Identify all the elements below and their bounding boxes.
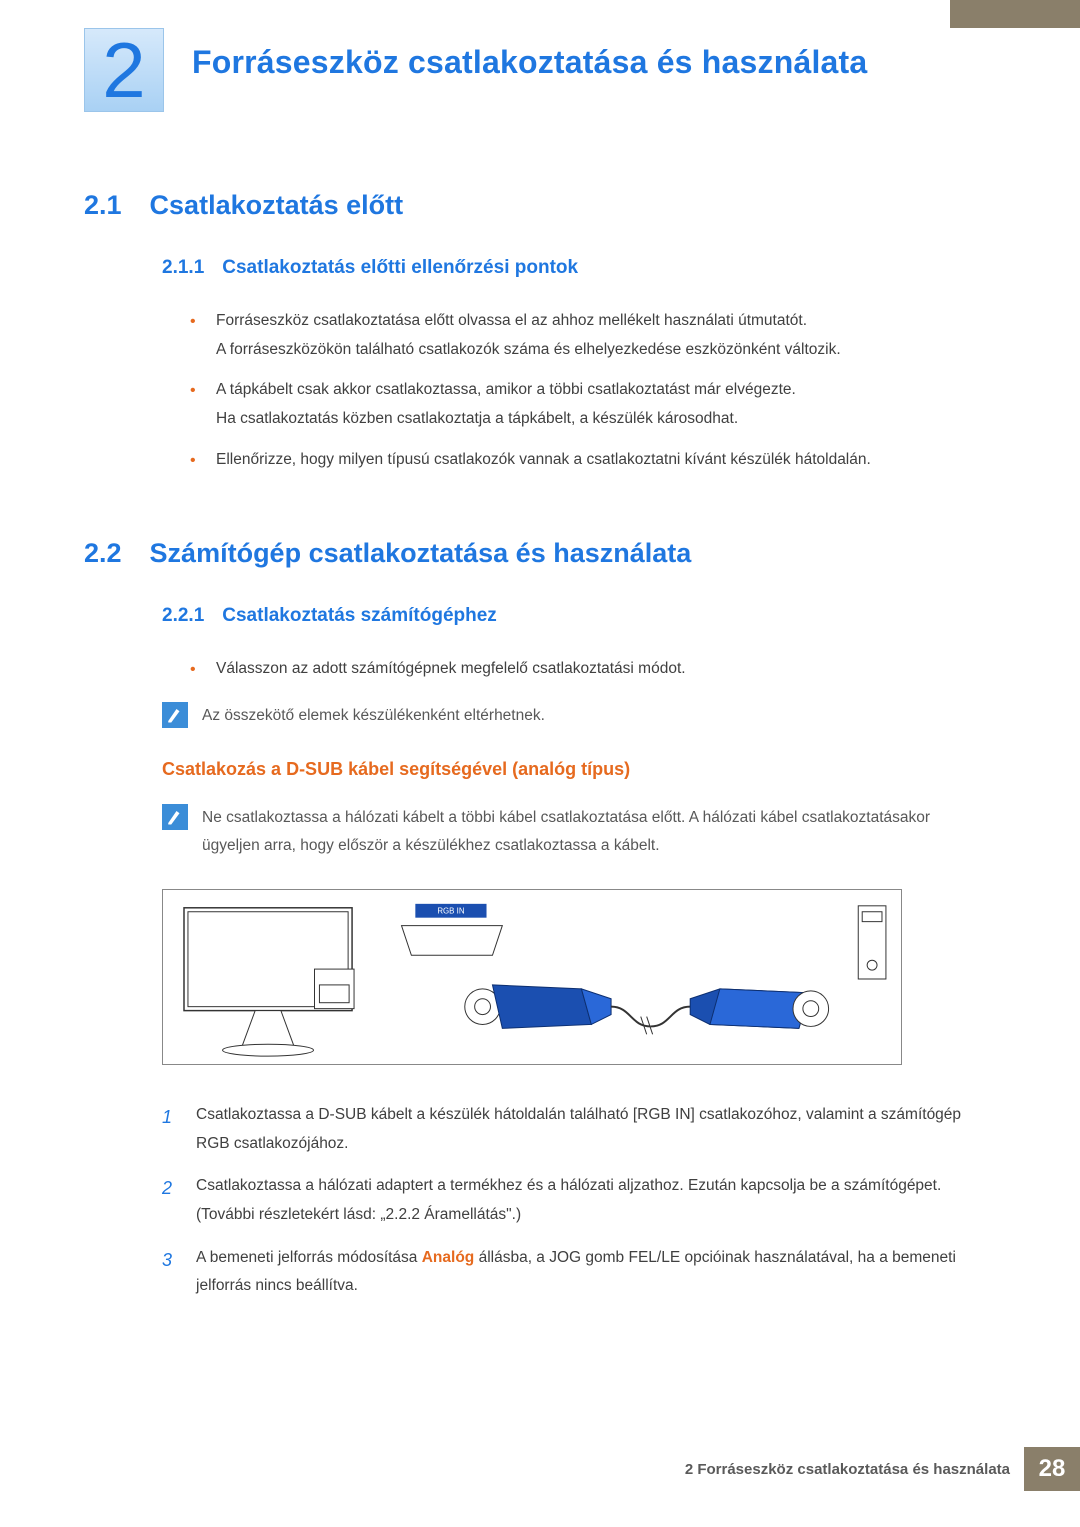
subsection-title: Csatlakoztatás számítógéphez bbox=[222, 605, 497, 627]
section-title: Számítógép csatlakoztatása és használata bbox=[150, 538, 692, 569]
bullet-text: A tápkábelt csak akkor csatlakoztassa, a… bbox=[216, 381, 796, 427]
section-number: 2.1 bbox=[84, 190, 122, 221]
rgb-in-label: RGB IN bbox=[437, 907, 464, 916]
step-number: 1 bbox=[162, 1101, 172, 1134]
section-title: Csatlakoztatás előtt bbox=[150, 190, 404, 221]
page-number: 28 bbox=[1024, 1447, 1080, 1491]
h4-dsub: Csatlakozás a D-SUB kábel segítségével (… bbox=[162, 759, 984, 780]
bullet-item: Válasszon az adott számítógépnek megfele… bbox=[190, 655, 984, 684]
note-icon bbox=[162, 804, 188, 830]
chapter-tab: 2 bbox=[84, 28, 164, 112]
step-text-a: A bemeneti jelforrás módosítása bbox=[196, 1249, 422, 1266]
note-icon bbox=[162, 702, 188, 728]
note-box-1: Az összekötő elemek készülékenként eltér… bbox=[162, 702, 984, 731]
step-text: Csatlakoztassa a hálózati adaptert a ter… bbox=[196, 1177, 941, 1223]
note-text: Ne csatlakoztassa a hálózati kábelt a tö… bbox=[202, 804, 984, 861]
page-footer: 2 Forráseszköz csatlakoztatása és haszná… bbox=[685, 1447, 1080, 1491]
subsection-heading-2-1-1: 2.1.1 Csatlakoztatás előtti ellenőrzési … bbox=[162, 257, 984, 279]
step-number: 2 bbox=[162, 1172, 172, 1205]
subsection-title: Csatlakoztatás előtti ellenőrzési pontok bbox=[222, 257, 578, 279]
step-text: Csatlakoztassa a D-SUB kábelt a készülék… bbox=[196, 1106, 961, 1152]
bullet-text: Ellenőrizze, hogy milyen típusú csatlako… bbox=[216, 451, 871, 468]
page-content: 2.1 Csatlakoztatás előtt 2.1.1 Csatlakoz… bbox=[84, 190, 984, 1315]
bullet-item: Forráseszköz csatlakoztatása előtt olvas… bbox=[190, 307, 984, 364]
step-item-2: 2 Csatlakoztassa a hálózati adaptert a t… bbox=[162, 1172, 984, 1229]
step-item-1: 1 Csatlakoztassa a D-SUB kábelt a készül… bbox=[162, 1101, 984, 1158]
footer-text: 2 Forráseszköz csatlakoztatása és haszná… bbox=[685, 1461, 1024, 1478]
bullet-list-2-2-1: Válasszon az adott számítógépnek megfele… bbox=[190, 655, 984, 684]
subsection-number: 2.2.1 bbox=[162, 605, 204, 627]
bullet-item: Ellenőrizze, hogy milyen típusú csatlako… bbox=[190, 446, 984, 475]
bullet-item: A tápkábelt csak akkor csatlakoztassa, a… bbox=[190, 376, 984, 433]
step-text-orange: Analóg bbox=[422, 1249, 475, 1266]
step-list: 1 Csatlakoztassa a D-SUB kábelt a készül… bbox=[162, 1101, 984, 1301]
bullet-text: Válasszon az adott számítógépnek megfele… bbox=[216, 660, 686, 677]
chapter-number: 2 bbox=[102, 31, 145, 109]
bullet-list-2-1-1: Forráseszköz csatlakoztatása előtt olvas… bbox=[190, 307, 984, 474]
section-number: 2.2 bbox=[84, 538, 122, 569]
section-heading-2-1: 2.1 Csatlakoztatás előtt bbox=[84, 190, 984, 221]
subsection-heading-2-2-1: 2.2.1 Csatlakoztatás számítógéphez bbox=[162, 605, 984, 627]
note-text: Az összekötő elemek készülékenként eltér… bbox=[202, 702, 545, 731]
step-item-3: 3 A bemeneti jelforrás módosítása Analóg… bbox=[162, 1244, 984, 1301]
section-heading-2-2: 2.2 Számítógép csatlakoztatása és haszná… bbox=[84, 538, 984, 569]
note-box-2: Ne csatlakoztassa a hálózati kábelt a tö… bbox=[162, 804, 984, 861]
step-number: 3 bbox=[162, 1244, 172, 1277]
top-border-strip bbox=[950, 0, 1080, 28]
bullet-text: Forráseszköz csatlakoztatása előtt olvas… bbox=[216, 312, 841, 358]
connection-diagram: RGB IN bbox=[162, 889, 902, 1065]
subsection-number: 2.1.1 bbox=[162, 257, 204, 279]
chapter-title: Forráseszköz csatlakoztatása és használa… bbox=[192, 44, 867, 81]
